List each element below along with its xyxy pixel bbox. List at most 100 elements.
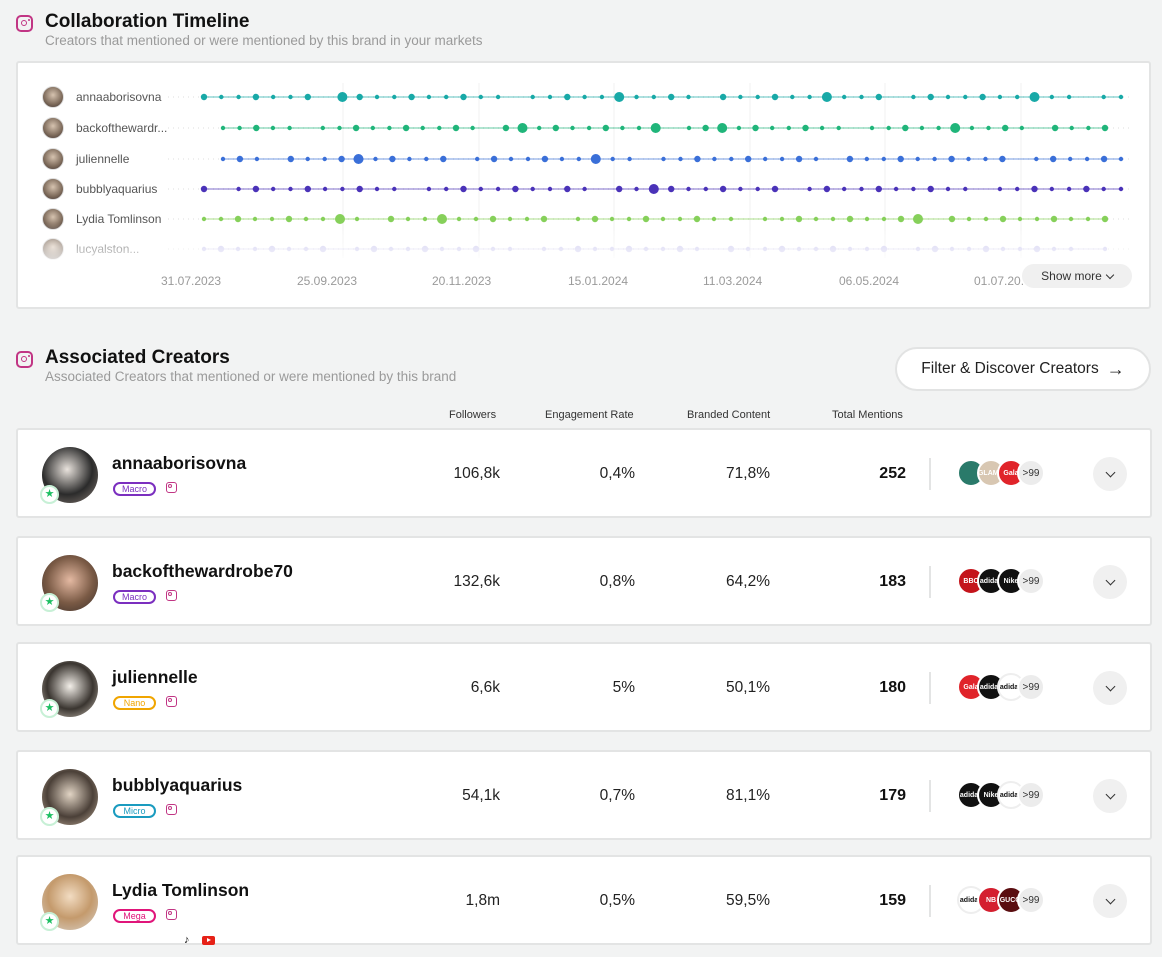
timeline-dot (702, 124, 709, 132)
more-brands-badge[interactable]: >99 (1017, 673, 1045, 701)
creator-row[interactable]: ★ bubblyaquarius Micro 54,1k 0,7% 81,1% … (16, 750, 1152, 840)
expand-row-button[interactable] (1093, 779, 1127, 813)
timeline-dot (322, 186, 328, 192)
timeline-dot (1031, 185, 1038, 193)
column-header-branded[interactable]: Branded Content (687, 409, 771, 421)
instagram-icon[interactable] (166, 482, 177, 493)
timeline-dot (936, 125, 941, 131)
timeline-dot (1066, 186, 1072, 192)
timeline-dot (694, 155, 701, 163)
engagement-value: 0,7% (599, 787, 635, 804)
avatar[interactable] (42, 117, 64, 139)
timeline-date: 15.01.2024 (568, 274, 629, 288)
timeline-header: Collaboration Timeline Creators that men… (16, 11, 482, 49)
timeline-dot (807, 186, 812, 192)
creator-row[interactable]: ★ backofthewardrobe70 Macro 132,6k 0,8% … (16, 536, 1152, 626)
timeline-dot (1034, 216, 1040, 222)
timeline-dot (470, 125, 475, 131)
timeline-dot (779, 156, 785, 162)
timeline-dot (859, 94, 864, 100)
timeline-dot (236, 186, 241, 192)
timeline-dot (540, 215, 548, 223)
divider (929, 458, 931, 490)
timeline-dot (541, 155, 549, 163)
column-header-followers[interactable]: Followers (449, 409, 497, 421)
timeline-dot (881, 216, 887, 222)
timeline-dot (1029, 92, 1040, 102)
column-header-engagement[interactable]: Engagement Rate (545, 409, 634, 421)
more-brands-badge[interactable]: >99 (1017, 459, 1045, 487)
instagram-icon[interactable] (166, 804, 177, 815)
timeline-creator-name[interactable]: backofthewardr... (76, 121, 168, 135)
timeline-creator-name[interactable]: annaaborisovna (76, 90, 162, 104)
timeline-dot (717, 123, 728, 133)
timeline-dot (287, 125, 292, 131)
instagram-icon[interactable] (166, 590, 177, 601)
creator-name[interactable]: Lydia Tomlinson (112, 880, 250, 900)
timeline-dot (1101, 186, 1106, 192)
timeline-dot (627, 156, 632, 162)
column-header-mentions[interactable]: Total Mentions (832, 409, 903, 421)
timeline-dot (559, 156, 565, 162)
brand-label: NB (985, 896, 997, 904)
timeline-dot (966, 216, 972, 222)
brand-label: adidas (999, 683, 1023, 691)
timeline-dot (790, 94, 795, 100)
youtube-icon[interactable] (202, 936, 215, 945)
timeline-dot (271, 94, 276, 100)
expand-row-button[interactable] (1093, 565, 1127, 599)
timeline-creator-name[interactable]: bubblyaquarius (76, 182, 158, 196)
creator-name[interactable]: annaaborisovna (112, 453, 247, 473)
timeline-dot (986, 125, 991, 131)
creator-row[interactable]: ★ juliennelle Nano 6,6k 5% 50,1% 180 Gal… (16, 642, 1152, 732)
timeline-dot (1101, 94, 1106, 100)
avatar[interactable] (42, 148, 64, 170)
timeline-dot (945, 94, 951, 100)
timeline-dot (999, 155, 1006, 163)
timeline-dot (911, 94, 916, 100)
timeline-dot (354, 216, 360, 222)
timeline-dot (927, 93, 934, 101)
tiktok-icon[interactable]: ♪ (184, 934, 190, 946)
avatar[interactable] (42, 86, 64, 108)
brand-label: BBC (963, 577, 979, 585)
more-brands-badge[interactable]: >99 (1017, 567, 1045, 595)
timeline-dot (570, 125, 575, 131)
timeline-dot (966, 156, 971, 162)
branded-value: 71,8% (726, 465, 770, 482)
timeline-dot (452, 124, 460, 132)
star-icon: ★ (40, 593, 59, 612)
creator-row[interactable]: ★ Lydia Tomlinson Mega ♪ 1,8m 0,5% 59,5%… (16, 855, 1152, 946)
creator-name[interactable]: backofthewardrobe70 (112, 561, 293, 581)
timeline-dot (626, 216, 632, 222)
timeline-creator-name[interactable]: Lydia Tomlinson (76, 212, 162, 226)
filter-discover-button[interactable]: Filter & Discover Creators → (895, 347, 1151, 391)
more-brands-badge[interactable]: >99 (1017, 781, 1045, 809)
timeline-creator-name[interactable]: juliennelle (76, 152, 130, 166)
timeline-dot (786, 125, 791, 131)
timeline-dot (220, 125, 226, 131)
timeline-dot (508, 156, 514, 162)
timeline-dot (948, 215, 956, 223)
expand-row-button[interactable] (1093, 884, 1127, 918)
timeline-dot (305, 156, 310, 162)
timeline-dot (426, 186, 432, 192)
show-more-button[interactable]: Show more (1022, 264, 1132, 288)
creator-name[interactable]: bubblyaquarius (112, 775, 243, 795)
instagram-icon[interactable] (166, 909, 177, 920)
expand-row-button[interactable] (1093, 457, 1127, 491)
avatar[interactable] (42, 178, 64, 200)
creator-row[interactable]: ★ annaaborisovna Macro 106,8k 0,4% 71,8%… (16, 428, 1152, 518)
expand-row-button[interactable] (1093, 671, 1127, 705)
timeline-dot (738, 94, 743, 100)
timeline-dot (253, 124, 260, 132)
brand-label: adidas (979, 683, 1003, 691)
creator-name[interactable]: juliennelle (112, 667, 198, 687)
timeline-dot (771, 185, 779, 193)
brand-label: Nike (983, 791, 999, 799)
timeline-dot (902, 124, 909, 132)
timeline-subtitle: Creators that mentioned or were mentione… (45, 33, 483, 48)
instagram-icon[interactable] (166, 696, 177, 707)
timeline-dot (303, 216, 309, 222)
more-brands-badge[interactable]: >99 (1017, 886, 1045, 914)
